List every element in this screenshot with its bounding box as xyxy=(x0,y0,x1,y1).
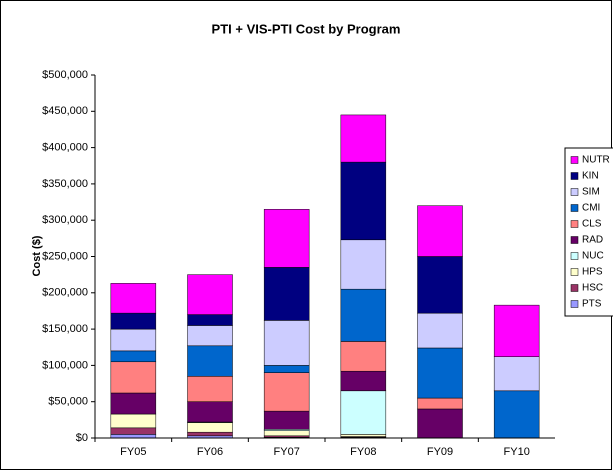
bar-segment xyxy=(110,312,157,330)
bar-segment xyxy=(263,320,310,366)
bar-segment xyxy=(263,365,310,373)
bar-segment xyxy=(263,372,310,412)
bar-segment xyxy=(187,345,233,377)
x-tick-label: FY05 xyxy=(120,446,146,458)
legend-label: CLS xyxy=(582,219,602,230)
y-tick-label: $250,000 xyxy=(42,250,88,262)
legend-label: PTS xyxy=(582,299,602,310)
legend-label: SIM xyxy=(582,187,600,198)
bar-segment xyxy=(263,410,310,430)
legend-swatch xyxy=(570,300,579,308)
legend-label: NUC xyxy=(582,251,604,262)
legend-label: RAD xyxy=(582,235,603,246)
bar-segment xyxy=(187,422,233,433)
bar-segment xyxy=(417,256,463,314)
legend-label: HSC xyxy=(582,283,603,294)
legend-label: KIN xyxy=(582,171,599,182)
legend-swatch xyxy=(570,172,579,180)
y-tick-label: $450,000 xyxy=(42,105,88,117)
bar-segment xyxy=(110,361,157,394)
bar-segment xyxy=(187,431,233,437)
y-tick-label: $100,000 xyxy=(42,359,88,371)
bar-segment xyxy=(493,304,540,357)
y-tick-label: $50,000 xyxy=(48,396,88,408)
bar-segment xyxy=(110,413,157,429)
bar-segment xyxy=(340,390,387,435)
y-axis-label: Cost ($) xyxy=(31,235,43,276)
bar-segment xyxy=(493,390,540,439)
y-tick-label: $0 xyxy=(76,432,88,444)
legend-swatch xyxy=(570,284,579,292)
legend-label: CMI xyxy=(582,203,600,214)
bar-segment xyxy=(110,350,157,363)
bar-segment xyxy=(340,288,387,342)
y-tick-label: $150,000 xyxy=(42,323,88,335)
legend-label: HPS xyxy=(582,267,603,278)
legend-swatch xyxy=(570,252,579,260)
legend-swatch xyxy=(570,236,579,244)
bar-segment xyxy=(187,314,233,326)
bar-segment xyxy=(340,161,387,241)
bar-segment xyxy=(340,114,387,163)
y-tick-label: $200,000 xyxy=(42,287,88,299)
legend-swatch xyxy=(570,268,579,276)
legend-swatch xyxy=(570,220,579,228)
chart-title: PTI + VIS-PTI Cost by Program xyxy=(212,21,401,36)
bar-segment xyxy=(417,205,463,257)
bar-segment xyxy=(340,434,387,437)
x-tick-label: FY07 xyxy=(274,446,300,458)
legend-swatch xyxy=(570,204,579,212)
y-tick-label: $350,000 xyxy=(42,178,88,190)
bar-segment xyxy=(340,239,387,290)
bar-segment xyxy=(417,397,463,410)
bar-segment xyxy=(110,434,157,439)
bar-segment xyxy=(263,209,310,268)
bar-segment xyxy=(187,325,233,347)
bar-segment xyxy=(417,347,463,399)
y-tick-label: $400,000 xyxy=(42,142,88,154)
x-tick-label: FY09 xyxy=(427,446,453,458)
bar-segment xyxy=(417,408,463,439)
y-tick-label: $300,000 xyxy=(42,214,88,226)
legend-swatch xyxy=(570,188,579,196)
legend-swatch xyxy=(570,156,579,164)
bar-segment xyxy=(263,430,310,437)
bar-segment xyxy=(493,356,540,392)
bar-segment xyxy=(187,376,233,402)
bar-segment xyxy=(110,427,157,435)
bar-segment xyxy=(340,341,387,372)
x-tick-label: FY06 xyxy=(197,446,223,458)
bar-segment xyxy=(110,328,157,352)
legend-label: NUTR xyxy=(582,155,610,166)
bar-segment xyxy=(110,283,157,314)
bar-segment xyxy=(187,274,233,315)
y-tick-label: $500,000 xyxy=(42,69,88,81)
x-tick-label: FY08 xyxy=(350,446,376,458)
bar-segment xyxy=(263,267,310,321)
bar-segment xyxy=(110,392,157,415)
bar-segment xyxy=(187,401,233,423)
bar-segment xyxy=(340,370,387,392)
bar-segment xyxy=(417,312,463,349)
x-tick-label: FY10 xyxy=(504,446,530,458)
